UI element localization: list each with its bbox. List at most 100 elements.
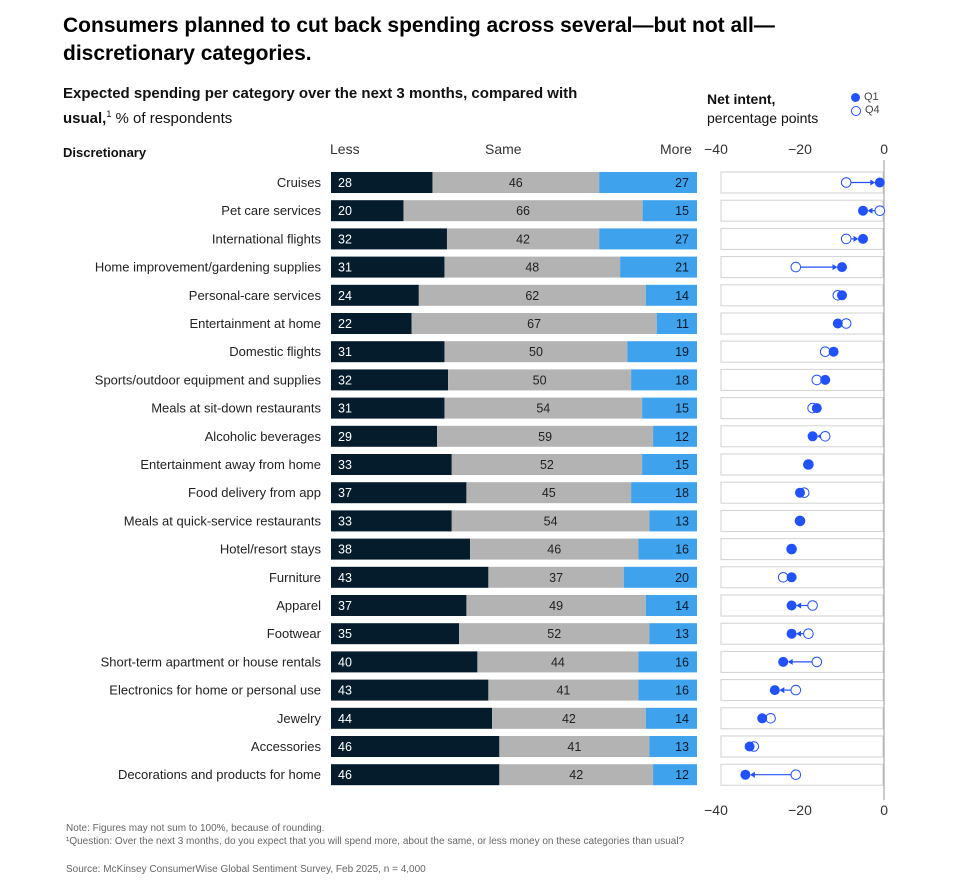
change-arrow-head bbox=[787, 658, 793, 665]
change-arrow-head bbox=[779, 687, 785, 694]
value-same: 46 bbox=[509, 176, 523, 190]
value-more: 14 bbox=[675, 712, 689, 726]
category-label: Furniture bbox=[269, 570, 321, 585]
bar-same bbox=[437, 425, 654, 447]
value-same: 48 bbox=[525, 261, 539, 275]
q1-point bbox=[744, 741, 755, 752]
q1-point bbox=[778, 656, 789, 667]
top-axis-tick: −20 bbox=[788, 141, 812, 157]
change-arrow-head bbox=[853, 235, 859, 242]
bar-more bbox=[645, 707, 697, 729]
value-same: 54 bbox=[536, 402, 550, 416]
category-label: Personal-care services bbox=[189, 288, 322, 303]
q1-point bbox=[837, 262, 847, 273]
bar-less bbox=[331, 764, 500, 786]
bottom-axis-tick: −40 bbox=[704, 802, 728, 818]
bottom-axis-tick: 0 bbox=[880, 802, 888, 818]
bar-more bbox=[642, 454, 697, 475]
net-intent-row-box bbox=[720, 312, 884, 335]
bar-less bbox=[331, 707, 493, 729]
legend-q1-marker bbox=[851, 93, 860, 102]
q4-point bbox=[819, 346, 831, 358]
net-intent-row-box bbox=[720, 735, 884, 758]
category-label: Accessories bbox=[251, 739, 322, 754]
bar-less bbox=[331, 623, 460, 645]
q4-point bbox=[811, 374, 823, 386]
header-less: Less bbox=[330, 141, 360, 157]
net-intent-row-box bbox=[720, 397, 884, 420]
change-arrow-head bbox=[870, 179, 876, 186]
value-same: 42 bbox=[562, 712, 576, 726]
value-same: 37 bbox=[549, 571, 563, 585]
bar-more bbox=[642, 200, 697, 222]
bar-less bbox=[331, 172, 433, 193]
q1-point bbox=[786, 572, 797, 583]
value-same: 59 bbox=[538, 430, 552, 444]
bottom-axis-tick: −20 bbox=[788, 802, 812, 818]
bar-same bbox=[432, 172, 600, 193]
q1-point bbox=[820, 374, 831, 385]
q4-point bbox=[840, 318, 852, 329]
value-more: 14 bbox=[675, 289, 689, 303]
q1-point bbox=[874, 177, 885, 188]
bar-same bbox=[499, 764, 654, 786]
net-intent-row-box bbox=[720, 340, 884, 363]
value-same: 42 bbox=[516, 232, 530, 246]
bar-more bbox=[599, 228, 697, 250]
bar-less bbox=[331, 538, 471, 560]
value-less: 28 bbox=[338, 176, 352, 190]
category-label: Meals at sit-down restaurants bbox=[151, 401, 321, 416]
bar-less bbox=[331, 200, 404, 222]
category-label: Meals at quick-service restaurants bbox=[124, 513, 322, 528]
bar-more bbox=[656, 313, 697, 334]
value-more: 13 bbox=[675, 627, 689, 641]
net-intent-title-bold: Net intent, bbox=[707, 91, 776, 107]
header-more: More bbox=[660, 141, 692, 157]
q1-point bbox=[795, 487, 805, 498]
value-less: 20 bbox=[338, 204, 352, 218]
value-more: 15 bbox=[675, 458, 689, 472]
value-same: 44 bbox=[551, 655, 565, 669]
value-less: 29 bbox=[338, 430, 352, 444]
value-less: 32 bbox=[338, 373, 352, 387]
value-more: 13 bbox=[675, 514, 689, 528]
change-arrow-head bbox=[796, 630, 802, 637]
chart-title: Consumers planned to cut back spending a… bbox=[63, 14, 775, 65]
value-more: 14 bbox=[675, 599, 689, 613]
value-more: 19 bbox=[675, 345, 689, 359]
category-label: Footwear bbox=[267, 626, 322, 641]
net-intent-row-box bbox=[720, 453, 884, 476]
value-same: 41 bbox=[556, 684, 570, 698]
net-intent-row-box bbox=[720, 679, 884, 702]
bar-same bbox=[448, 369, 632, 391]
q1-point bbox=[740, 769, 751, 780]
bar-same bbox=[470, 538, 639, 560]
bar-less bbox=[331, 595, 467, 616]
bar-same bbox=[466, 482, 632, 504]
q4-point bbox=[840, 233, 852, 245]
value-same: 49 bbox=[549, 599, 563, 613]
q4-point bbox=[790, 684, 802, 696]
net-intent-row-box bbox=[720, 256, 884, 279]
bar-more bbox=[623, 566, 697, 588]
bar-same bbox=[444, 397, 643, 419]
top-axis-tick: −40 bbox=[704, 141, 728, 157]
bar-more bbox=[645, 595, 697, 616]
value-less: 40 bbox=[338, 655, 352, 669]
category-label: Alcoholic beverages bbox=[205, 429, 322, 444]
q1-point bbox=[795, 515, 805, 526]
bar-same bbox=[492, 707, 646, 729]
category-label: Hotel/resort stays bbox=[220, 542, 322, 557]
value-less: 33 bbox=[338, 514, 352, 528]
change-arrow-head bbox=[867, 207, 873, 214]
bar-less bbox=[331, 736, 500, 757]
subtitle-bold: Expected spending per category over the … bbox=[63, 85, 578, 127]
bar-more bbox=[599, 172, 697, 193]
legend-q4-marker bbox=[851, 105, 861, 116]
value-same: 45 bbox=[542, 486, 556, 500]
q1-point bbox=[769, 685, 780, 696]
bar-more bbox=[627, 341, 697, 363]
source-note: Source: McKinsey ConsumerWise Global Sen… bbox=[66, 864, 426, 875]
q1-point bbox=[786, 600, 797, 611]
